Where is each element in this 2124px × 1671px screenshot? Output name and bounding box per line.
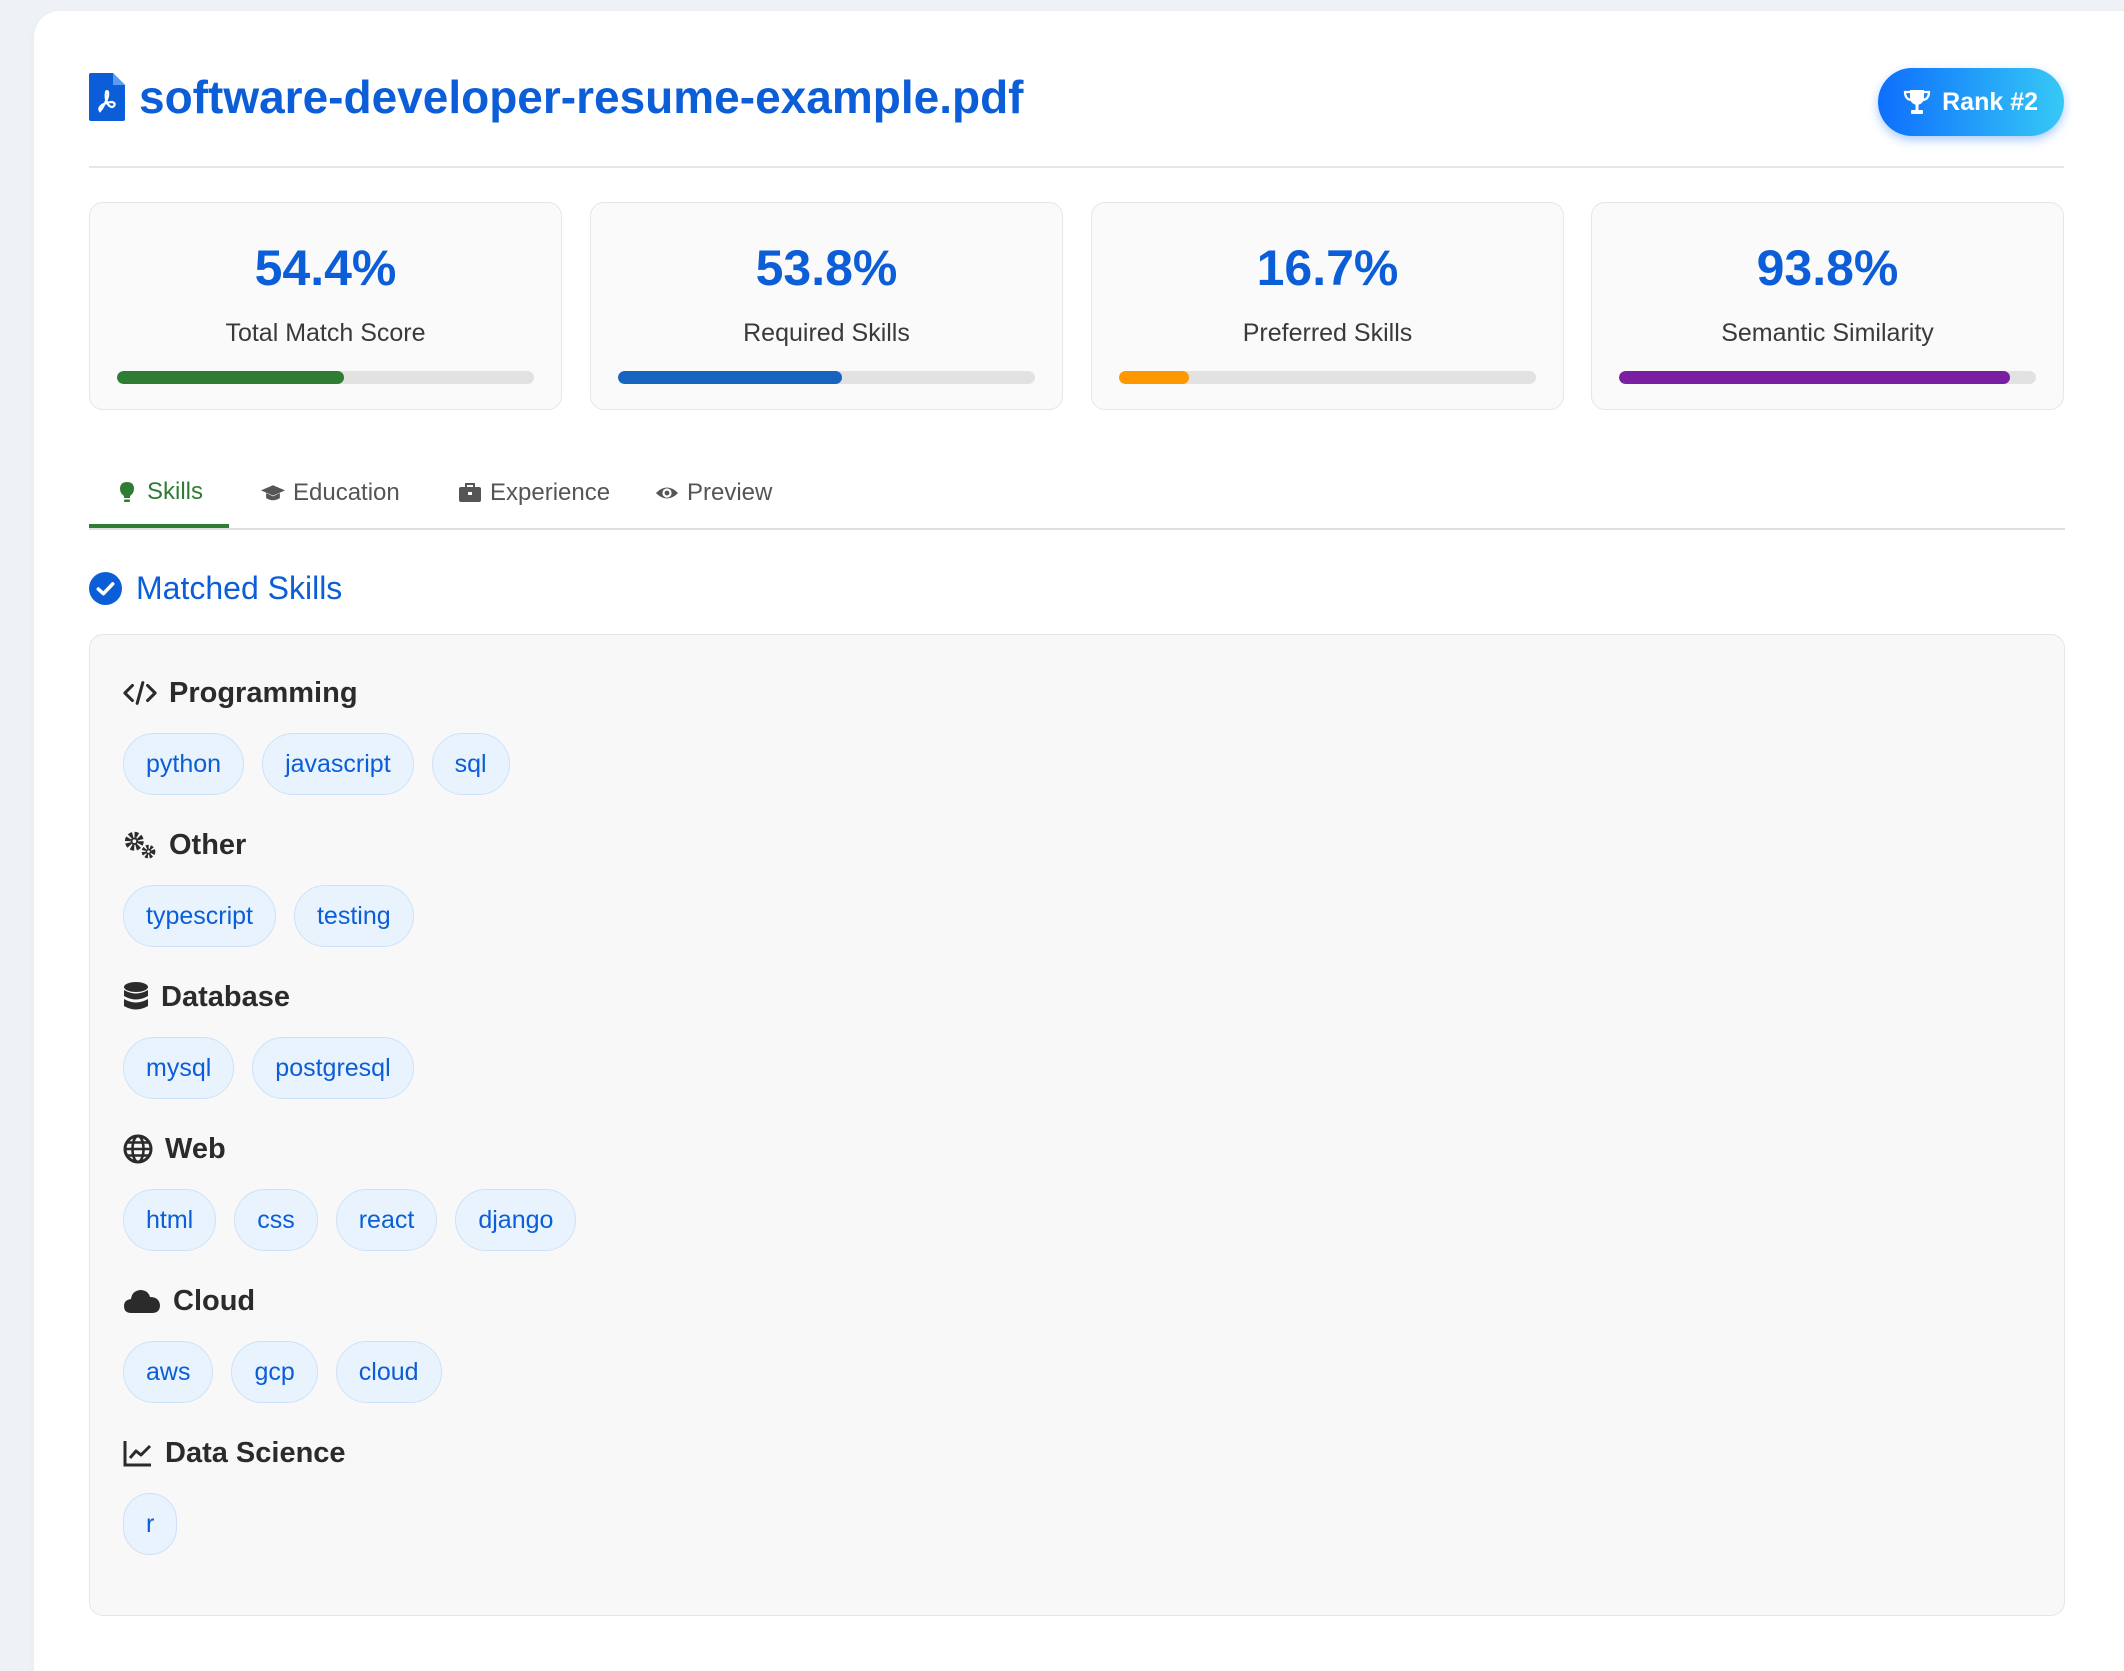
skill-chip: mysql (123, 1037, 235, 1099)
line-chart-icon (123, 1441, 152, 1467)
trophy-icon (1904, 90, 1931, 114)
check-circle-icon (89, 572, 122, 605)
skill-chips: aws gcp cloud (123, 1341, 442, 1403)
file-name: software-developer-resume-example.pdf (139, 71, 1024, 123)
tab-label: Preview (687, 479, 773, 506)
skill-chip: django (455, 1189, 577, 1251)
lightbulb-icon (120, 482, 134, 502)
tab-preview[interactable]: Preview (629, 460, 798, 526)
tab-skills[interactable]: Skills (89, 460, 230, 528)
skill-group-web: Web html css react django (123, 1129, 577, 1251)
skill-chip: javascript (262, 733, 414, 795)
skill-group-data-science: Data Science r (123, 1433, 346, 1555)
skill-chips: python javascript sql (123, 733, 510, 795)
graduation-cap-icon (261, 485, 285, 501)
section-title: Matched Skills (136, 570, 343, 606)
skill-group-name: Other (169, 828, 247, 861)
resume-header: software-developer-resume-example.pdf Ra… (89, 68, 2064, 168)
stat-semantic-similarity: 93.8% Semantic Similarity (1591, 202, 2064, 410)
database-icon (124, 982, 148, 1010)
progress-fill (117, 371, 344, 384)
skill-chip: python (123, 733, 245, 795)
skill-group-name: Programming (169, 676, 358, 709)
progress-fill (1119, 371, 1189, 384)
rank-badge[interactable]: Rank #2 (1878, 68, 2064, 136)
skill-group-programming: Programming python javascript sql (123, 673, 510, 795)
progress-bar (1119, 371, 1536, 384)
eye-icon (655, 487, 679, 499)
code-icon (123, 681, 157, 705)
progress-fill (1619, 371, 2011, 384)
file-title: software-developer-resume-example.pdf (89, 70, 2064, 124)
skill-group-other: Other typescript testing (123, 825, 414, 947)
gears-icon (124, 831, 156, 859)
skill-chip: aws (123, 1341, 214, 1403)
briefcase-icon (459, 483, 481, 502)
detail-tabs: Skills Education Experience Preview (89, 460, 2065, 530)
skill-chip: cloud (335, 1341, 442, 1403)
tab-label: Skills (147, 478, 204, 505)
tab-label: Education (293, 479, 400, 506)
skill-group-header: Cloud (123, 1281, 442, 1321)
skill-group-header: Data Science (123, 1433, 346, 1473)
skill-chips: typescript testing (123, 885, 414, 947)
tab-experience[interactable]: Experience (432, 460, 636, 526)
skill-group-name: Web (165, 1132, 226, 1165)
skill-group-header: Web (123, 1129, 576, 1169)
skill-group-cloud: Cloud aws gcp cloud (123, 1281, 442, 1403)
stat-label: Total Match Score (225, 319, 426, 347)
stat-label: Semantic Similarity (1721, 319, 1934, 347)
rank-label: Rank #2 (1942, 87, 2038, 116)
progress-bar (117, 371, 534, 384)
score-summary: 54.4% Total Match Score 53.8% Required S… (89, 202, 2065, 412)
stat-label: Required Skills (743, 319, 910, 347)
cloud-icon (124, 1290, 160, 1313)
progress-fill (618, 371, 843, 384)
skill-chip: gcp (231, 1341, 318, 1403)
skill-group-header: Database (123, 977, 414, 1017)
skill-chips: mysql postgresql (123, 1037, 414, 1099)
skill-group-header: Programming (123, 673, 510, 713)
skill-group-header: Other (123, 825, 414, 865)
stat-value: 53.8% (755, 240, 898, 296)
skill-group-name: Data Science (165, 1436, 346, 1469)
tab-label: Experience (490, 479, 611, 506)
skill-chip: postgresql (252, 1037, 414, 1099)
skill-chip: css (234, 1189, 318, 1251)
skill-chips: html css react django (123, 1189, 577, 1251)
skill-group-name: Cloud (173, 1284, 256, 1317)
stat-required-skills: 53.8% Required Skills (590, 202, 1063, 410)
skill-chip: typescript (123, 885, 276, 947)
skill-chip: r (123, 1493, 178, 1555)
matched-skills-heading: Matched Skills (89, 570, 342, 607)
stat-label: Preferred Skills (1242, 319, 1413, 347)
progress-bar (618, 371, 1035, 384)
skill-chip: html (123, 1189, 217, 1251)
globe-icon (123, 1134, 153, 1164)
skill-chips: r (123, 1493, 346, 1555)
stat-value: 54.4% (254, 240, 397, 296)
stat-preferred-skills: 16.7% Preferred Skills (1091, 202, 1564, 410)
tab-education[interactable]: Education (235, 460, 426, 526)
skill-chip: react (335, 1189, 438, 1251)
skill-chip: testing (293, 885, 414, 947)
skill-group-name: Database (161, 980, 290, 1013)
pdf-file-icon (89, 73, 125, 121)
stat-value: 16.7% (1256, 240, 1399, 296)
progress-bar (1619, 371, 2036, 384)
matched-skills-panel: Programming python javascript sql Other … (89, 634, 2065, 1616)
skill-chip: sql (431, 733, 510, 795)
stat-total-match: 54.4% Total Match Score (89, 202, 562, 410)
skill-group-database: Database mysql postgresql (123, 977, 414, 1099)
stat-value: 93.8% (1756, 240, 1899, 296)
